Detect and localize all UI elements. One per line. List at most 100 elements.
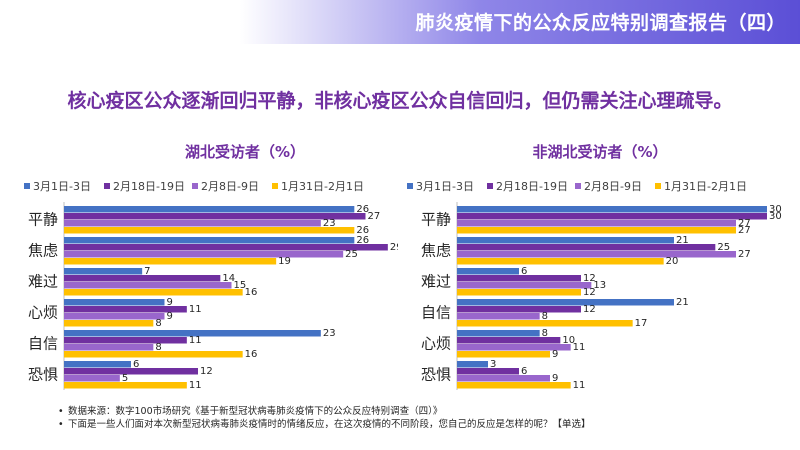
bar: [64, 251, 344, 258]
footnotes: • 数据来源：数字100市场研究《基于新型冠状病毒肺炎疫情下的公众反应特别调查（四…: [58, 405, 591, 431]
data-label: 30: [769, 211, 782, 222]
bar: [64, 361, 131, 368]
bar: [457, 299, 674, 306]
data-label: 11: [573, 342, 586, 353]
data-label: 6: [521, 366, 527, 377]
data-label: 19: [278, 256, 291, 267]
data-label: 9: [167, 297, 173, 308]
legend-swatch: [192, 183, 198, 189]
bar: [64, 344, 154, 351]
category-label: 焦虑: [421, 242, 451, 260]
bar: [64, 351, 243, 358]
legend-swatch: [24, 183, 30, 189]
data-label: 3: [490, 359, 496, 370]
category-label: 心烦: [421, 335, 451, 353]
bar: [64, 282, 232, 289]
bar: [457, 268, 519, 275]
data-label: 6: [133, 359, 139, 370]
category-label: 焦虑: [28, 242, 58, 260]
bar: [457, 251, 736, 258]
data-label: 11: [189, 304, 202, 315]
bar: [64, 237, 355, 244]
legend-swatch: [104, 183, 110, 189]
data-label: 29: [390, 242, 398, 253]
legend-label: 1月31日-2月1日: [664, 180, 747, 193]
bar: [457, 368, 519, 375]
bar: [64, 320, 154, 327]
data-label: 27: [738, 218, 751, 229]
data-label: 30: [769, 204, 782, 215]
category-label: 自信: [421, 304, 451, 322]
category-label: 恐惧: [421, 366, 451, 384]
data-label: 9: [552, 373, 558, 384]
bar: [64, 258, 277, 265]
data-label: 27: [368, 211, 381, 222]
legend-label: 2月8日-9日: [584, 180, 642, 193]
bar: [457, 382, 571, 389]
bar: [64, 289, 243, 296]
data-label: 27: [738, 225, 751, 236]
bar: [457, 375, 550, 382]
legend-label: 3月1日-3日: [416, 180, 474, 193]
bar: [64, 337, 187, 344]
bar: [457, 275, 581, 282]
category-label: 平静: [421, 211, 451, 229]
data-label: 15: [234, 280, 247, 291]
data-label: 16: [245, 349, 258, 360]
category-label: 难过: [421, 273, 451, 291]
bar: [457, 206, 767, 213]
data-label: 8: [155, 342, 161, 353]
data-label: 8: [155, 318, 161, 329]
bar: [64, 213, 366, 220]
data-label: 5: [122, 373, 128, 384]
category-label: 心烦: [28, 304, 58, 322]
data-label: 13: [593, 280, 606, 291]
footnote-source: • 数据来源：数字100市场研究《基于新型冠状病毒肺炎疫情下的公众反应特别调查（四…: [58, 406, 443, 417]
data-label: 12: [200, 366, 213, 377]
legend-label: 2月8日-9日: [201, 180, 259, 193]
chart-hubei: 3月1日-3日 2月18日-19日 2月8日-9日 1月31日-2月1日平静26272…: [24, 180, 398, 391]
data-label: 6: [521, 266, 527, 277]
data-label: 10: [562, 335, 575, 346]
bar: [64, 244, 388, 251]
data-label: 12: [583, 304, 596, 315]
data-label: 11: [189, 380, 202, 391]
bar: [64, 306, 187, 313]
bar: [64, 268, 143, 275]
data-label: 9: [552, 349, 558, 360]
report-title: 肺炎疫情下的公众反应特别调查报告（四）: [415, 12, 786, 34]
bar: [64, 299, 165, 306]
category-label: 难过: [28, 273, 58, 291]
data-label: 8: [542, 311, 548, 322]
bar: [457, 237, 674, 244]
legend-label: 3月1日-3日: [33, 180, 91, 193]
bar: [457, 220, 736, 227]
data-label: 27: [738, 249, 751, 260]
bar: [457, 330, 540, 337]
chart-title-non-hubei: 非湖北受访者（%）: [532, 143, 668, 161]
legend-swatch: [272, 183, 278, 189]
chart-title-hubei: 湖北受访者（%）: [184, 143, 306, 161]
bar: [457, 344, 571, 351]
bar: [457, 244, 716, 251]
bar: [457, 289, 581, 296]
data-label: 26: [356, 225, 369, 236]
bar: [457, 282, 592, 289]
data-label: 25: [717, 242, 730, 253]
bar: [64, 368, 198, 375]
bar: [64, 220, 321, 227]
data-label: 20: [666, 256, 679, 267]
legend-label: 2月18日-19日: [496, 180, 568, 193]
bar: [457, 337, 561, 344]
bar: [457, 306, 581, 313]
bar: [457, 351, 550, 358]
category-label: 恐惧: [28, 366, 58, 384]
bar: [64, 206, 355, 213]
legend-label: 1月31日-2月1日: [281, 180, 364, 193]
bar: [457, 320, 633, 327]
data-label: 26: [356, 204, 369, 215]
bar: [457, 313, 540, 320]
data-label: 8: [542, 328, 548, 339]
bar: [64, 313, 165, 320]
